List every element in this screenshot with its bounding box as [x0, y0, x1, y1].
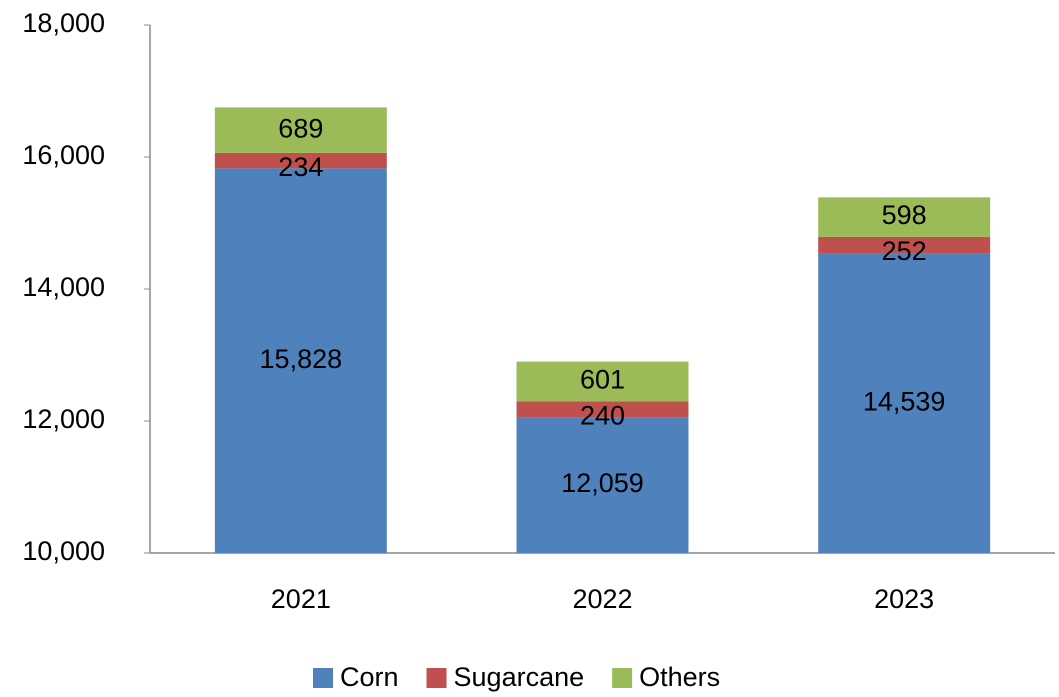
data-label: 598	[882, 200, 927, 230]
legend-label: Sugarcane	[454, 662, 585, 692]
legend-swatch	[313, 668, 333, 688]
data-label: 12,059	[561, 468, 644, 498]
bar-segment	[818, 197, 991, 237]
x-tick-label: 2022	[572, 584, 632, 614]
y-tick-label: 10,000	[22, 536, 105, 566]
data-label: 234	[278, 152, 323, 182]
data-label: 14,539	[863, 386, 946, 416]
y-tick-label: 18,000	[22, 8, 105, 38]
y-tick-label: 12,000	[22, 404, 105, 434]
x-tick-label: 2021	[271, 584, 331, 614]
data-label: 15,828	[260, 344, 343, 374]
legend-swatch	[612, 668, 633, 688]
bar-segment	[214, 107, 387, 153]
data-label: 689	[278, 113, 323, 143]
legend-label: Corn	[340, 662, 399, 692]
legend-label: Others	[639, 662, 720, 692]
data-label: 601	[580, 365, 625, 395]
x-tick-label: 2023	[874, 584, 934, 614]
bar-segment	[516, 401, 689, 418]
bar-segment	[516, 417, 689, 553]
bar-segment	[214, 168, 387, 554]
bar-segment	[214, 152, 387, 169]
bar-segment	[818, 253, 991, 553]
data-label: 240	[580, 400, 625, 430]
y-tick-label: 16,000	[22, 140, 105, 170]
legend-swatch	[426, 668, 447, 688]
data-label: 252	[882, 236, 927, 266]
y-tick-label: 14,000	[22, 272, 105, 302]
bar-segment	[516, 361, 689, 402]
bar-segment	[818, 236, 991, 254]
